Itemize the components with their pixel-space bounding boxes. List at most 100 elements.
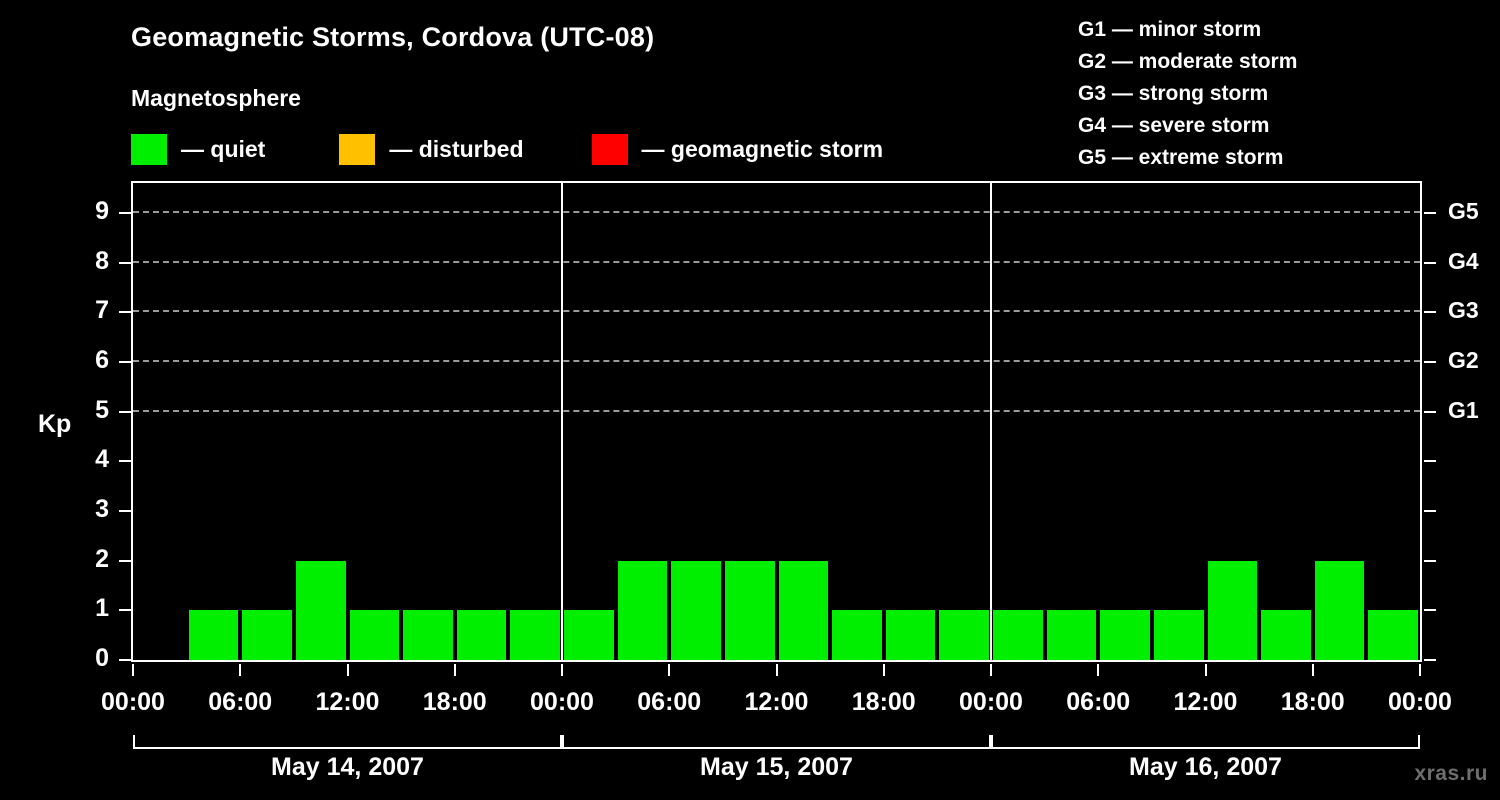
gridline-kp-8 (133, 260, 1420, 263)
plot-area (131, 181, 1422, 662)
magnetosphere-legend: — quiet — disturbed — geomagnetic storm (131, 133, 883, 165)
y-tick-mark (119, 509, 131, 512)
g-tick-mark (1424, 509, 1436, 512)
y-axis-label: Kp (38, 410, 72, 438)
legend-label-quiet: — quiet (181, 135, 266, 162)
x-tick-label: 12:00 (744, 688, 809, 716)
bar (456, 610, 507, 660)
g-tick-label: G5 (1448, 197, 1479, 224)
bar (671, 560, 721, 660)
x-tick-mark (561, 664, 563, 676)
day-band (991, 735, 1420, 749)
page-title: Geomagnetic Storms, Cordova (UTC-08) (131, 22, 655, 52)
legend-swatch-quiet-icon (131, 133, 167, 165)
x-tick-mark (775, 664, 778, 676)
legend-item-disturbed: — disturbed (339, 133, 524, 165)
x-tick-mark (1097, 664, 1100, 676)
y-tick-label: 6 (95, 345, 109, 374)
y-tick-mark (119, 311, 131, 314)
y-tick-label: 3 (95, 494, 109, 523)
g-scale-item-g1: G1 — minor storm (1078, 18, 1262, 41)
gridline-kp-5 (133, 409, 1420, 412)
day-band (133, 735, 562, 749)
y-tick-label: 0 (95, 644, 109, 672)
bar (1207, 560, 1258, 660)
g-tick-mark (1424, 360, 1436, 363)
x-tick-mark (882, 664, 885, 676)
legend-label-disturbed: — disturbed (389, 135, 524, 162)
bar (242, 610, 292, 660)
g-tick-mark (1424, 211, 1436, 214)
x-tick-label: 00:00 (1388, 688, 1452, 716)
g-scale-item-g5: G5 — extreme storm (1078, 146, 1284, 169)
x-tick-mark (990, 664, 992, 676)
x-tick-label: 12:00 (1173, 688, 1238, 716)
bar (724, 560, 775, 660)
bar (1153, 610, 1204, 660)
bar (403, 610, 453, 660)
x-tick-label: 00:00 (101, 688, 165, 716)
bar (1100, 610, 1150, 660)
g-scale-item-g3: G3 — strong storm (1078, 82, 1269, 105)
day-label: May 15, 2007 (700, 753, 853, 781)
y-tick-mark (119, 559, 131, 562)
day-label: May 16, 2007 (1129, 753, 1282, 781)
g-tick-mark (1424, 460, 1436, 463)
y-tick-mark (119, 460, 131, 463)
g-tick-label: G1 (1448, 396, 1479, 423)
x-tick-label: 18:00 (1280, 688, 1345, 716)
g-tick-mark (1424, 311, 1436, 314)
bar (778, 560, 829, 660)
x-tick-mark (453, 664, 456, 676)
x-tick-label: 00:00 (530, 688, 594, 716)
x-tick-label: 06:00 (208, 688, 273, 716)
bar (295, 560, 346, 660)
g-tick-label: G3 (1448, 297, 1479, 324)
g-tick-mark (1424, 261, 1436, 264)
g-tick-mark (1424, 410, 1436, 413)
g-scale-item-g4: G4 — severe storm (1078, 114, 1270, 137)
y-tick-mark (119, 261, 131, 264)
y-tick-mark (119, 659, 131, 661)
bar (993, 610, 1043, 660)
x-tick-mark (346, 664, 349, 676)
day-separator (561, 183, 563, 660)
bar (617, 560, 668, 660)
bar (832, 610, 882, 660)
y-tick-mark (119, 211, 131, 214)
g-tick-mark (1424, 559, 1436, 562)
day-band (562, 735, 991, 749)
legend-label-storm: — geomagnetic storm (641, 135, 884, 162)
y-tick-label: 1 (95, 594, 109, 623)
x-tick-mark (1419, 664, 1421, 676)
legend-swatch-disturbed-icon (339, 133, 376, 165)
x-tick-label: 18:00 (851, 688, 916, 716)
day-separator (990, 183, 992, 660)
legend-item-storm: — geomagnetic storm (591, 133, 884, 165)
gridline-kp-7 (133, 310, 1420, 313)
g-tick-label: G4 (1448, 247, 1479, 274)
bar (1368, 610, 1418, 660)
x-tick-label: 00:00 (959, 688, 1023, 716)
gridline-kp-9 (133, 210, 1420, 213)
x-tick-mark (1204, 664, 1207, 676)
bar (349, 610, 400, 660)
g-tick-mark (1424, 609, 1436, 612)
g-tick-mark (1424, 659, 1436, 661)
y-tick-label: 5 (95, 395, 109, 424)
y-tick-label: 8 (95, 246, 109, 275)
g-scale-legend: G1 — minor storm G2 — moderate storm G3 … (1078, 14, 1297, 174)
y-tick-label: 2 (95, 544, 109, 573)
x-tick-mark (239, 664, 242, 676)
watermark: xras.ru (1414, 762, 1488, 785)
legend-item-quiet: — quiet (131, 133, 266, 165)
y-tick-mark (119, 360, 131, 363)
bar (1314, 560, 1365, 660)
x-tick-label: 06:00 (1066, 688, 1131, 716)
x-tick-mark (1311, 664, 1314, 676)
g-tick-label: G2 (1448, 346, 1479, 373)
bar (510, 610, 560, 660)
x-tick-label: 12:00 (315, 688, 380, 716)
x-tick-label: 18:00 (422, 688, 487, 716)
bar (885, 610, 936, 660)
